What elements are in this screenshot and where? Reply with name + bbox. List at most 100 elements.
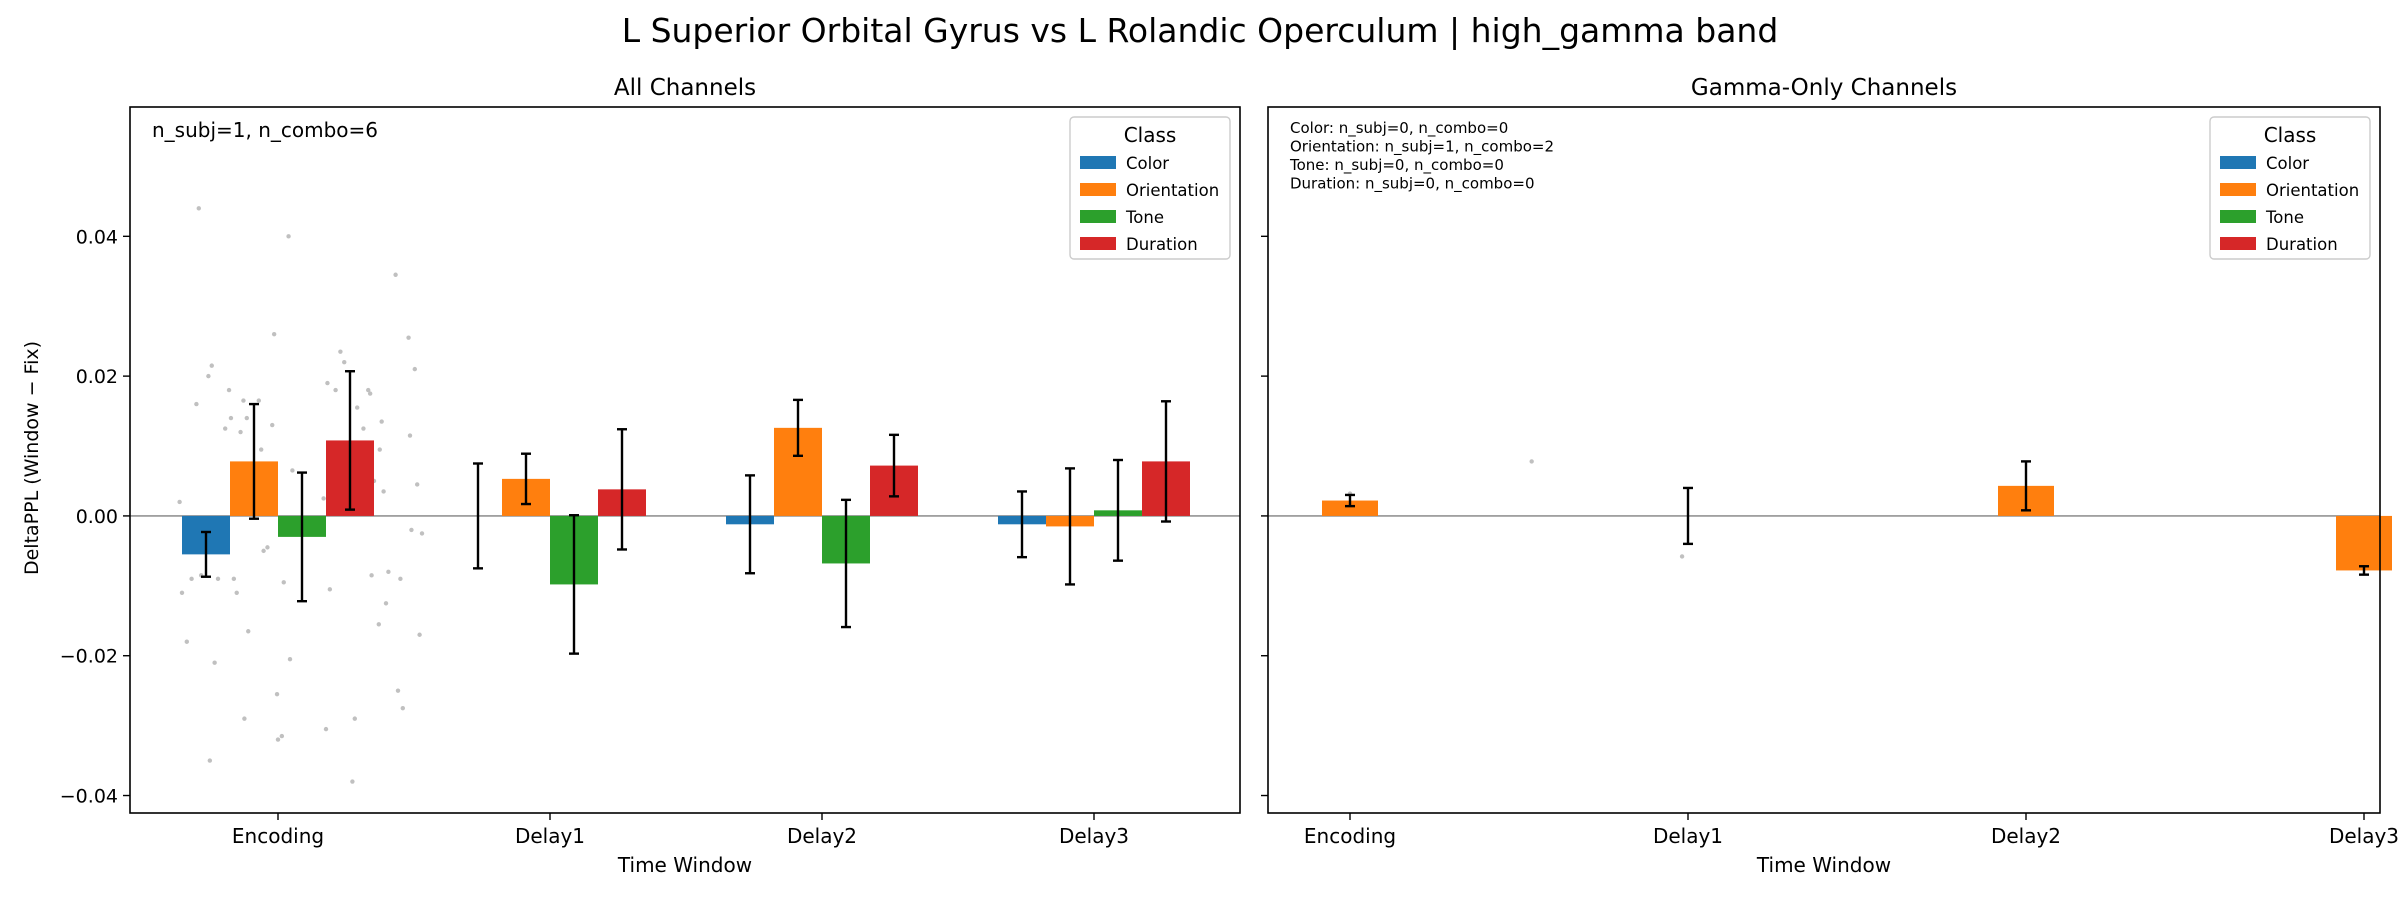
legend-label: Duration xyxy=(2266,235,2338,254)
data-point xyxy=(271,331,277,337)
legend-swatch-tone xyxy=(2220,210,2256,223)
data-point xyxy=(321,496,326,501)
data-point xyxy=(287,657,293,662)
data-point xyxy=(261,548,266,554)
legend-label: Color xyxy=(2266,154,2309,173)
x-tick-label: Delay1 xyxy=(1653,824,1723,848)
legend-box xyxy=(2209,116,2371,260)
data-point xyxy=(189,576,194,582)
x-tick-label: Delay1 xyxy=(515,824,585,848)
data-point xyxy=(367,391,373,396)
plot-frame xyxy=(1267,106,2381,814)
panel-annotation: Orientation: n_subj=1, n_combo=2 xyxy=(1290,138,1554,157)
y-tick-label: −0.04 xyxy=(60,786,118,808)
data-point xyxy=(228,415,234,421)
data-point xyxy=(369,573,374,578)
data-point xyxy=(242,716,247,721)
data-point xyxy=(290,468,295,473)
legend-label: Tone xyxy=(1125,208,1164,227)
x-axis-label: Time Window xyxy=(1756,853,1891,877)
data-point xyxy=(286,234,291,239)
data-point xyxy=(338,349,343,354)
data-point xyxy=(196,206,201,211)
y-tick-label: −0.02 xyxy=(60,646,118,668)
data-point xyxy=(223,426,228,431)
data-point xyxy=(234,590,239,596)
data-point xyxy=(381,489,386,494)
legend-label: Tone xyxy=(2265,208,2304,227)
data-point xyxy=(393,272,398,277)
legend-swatch-orientation xyxy=(2220,183,2256,196)
data-point xyxy=(241,398,246,403)
legend: Class Color Orientation Tone Duration xyxy=(1069,116,1231,260)
data-point xyxy=(325,380,330,386)
data-point xyxy=(256,398,261,403)
panel-all-channels: All Channels −0.04 −0.02 0.00 0.02 0.04 Encodi… xyxy=(60,75,1241,877)
data-point xyxy=(350,779,355,784)
data-point xyxy=(281,580,286,585)
legend-swatch-color xyxy=(2220,156,2256,169)
data-point xyxy=(215,576,221,582)
data-point xyxy=(226,387,232,393)
data-point xyxy=(379,419,384,424)
panel-annotation: Tone: n_subj=0, n_combo=0 xyxy=(1289,156,1504,175)
y-tick-label: 0.04 xyxy=(76,226,118,248)
data-point xyxy=(179,590,185,596)
legend: Class Color Orientation Tone Duration xyxy=(2209,116,2371,260)
data-point xyxy=(366,387,371,393)
data-point xyxy=(327,587,333,592)
legend-title: Class xyxy=(2264,123,2317,147)
data-point xyxy=(400,705,405,711)
data-point xyxy=(238,429,243,435)
data-point xyxy=(209,363,214,368)
x-tick-label: Delay2 xyxy=(787,824,857,848)
legend-label: Duration xyxy=(1126,235,1198,254)
data-point xyxy=(184,639,189,644)
x-tick-label: Encoding xyxy=(1304,824,1396,848)
x-tick-label: Delay3 xyxy=(1059,824,1129,848)
panel-annotation: Duration: n_subj=0, n_combo=0 xyxy=(1290,175,1535,194)
legend-swatch-duration xyxy=(2220,237,2256,250)
legend-swatch-orientation xyxy=(1080,183,1116,196)
legend-swatch-color xyxy=(1080,156,1116,169)
x-tick-label: Delay2 xyxy=(1991,824,2061,848)
panel-annotation: n_subj=1, n_combo=6 xyxy=(152,118,378,142)
data-point xyxy=(244,415,249,421)
y-tick-label: 0.00 xyxy=(76,506,118,528)
bar-orientation xyxy=(2336,515,2392,571)
data-point xyxy=(212,660,217,665)
data-point xyxy=(1679,554,1685,559)
legend-box xyxy=(1069,116,1231,260)
data-point xyxy=(1529,459,1534,464)
x-tick-label: Delay3 xyxy=(2329,824,2399,848)
data-point xyxy=(275,737,281,742)
plot-frame xyxy=(129,106,1241,814)
data-point xyxy=(279,733,285,739)
x-axis-label: Time Window xyxy=(617,853,752,877)
data-point xyxy=(207,758,213,763)
legend-label: Color xyxy=(1126,154,1169,173)
data-point xyxy=(383,601,389,606)
data-point xyxy=(407,433,413,438)
data-point xyxy=(412,366,417,372)
data-point xyxy=(352,716,357,721)
data-point xyxy=(259,447,264,452)
data-point xyxy=(274,691,280,697)
panel-annotation: Color: n_subj=0, n_combo=0 xyxy=(1290,119,1508,138)
data-point xyxy=(386,569,391,575)
legend-label: Orientation xyxy=(1126,181,1219,200)
y-tick-label: 0.02 xyxy=(76,366,118,388)
data-point xyxy=(398,576,403,582)
x-tick-label: Encoding xyxy=(232,824,324,848)
data-point xyxy=(265,545,270,550)
data-point xyxy=(376,622,381,627)
data-point xyxy=(194,401,199,407)
data-point xyxy=(361,426,366,431)
legend-swatch-tone xyxy=(1080,210,1116,223)
figure-title: L Superior Orbital Gyrus vs L Rolandic O… xyxy=(622,11,1779,50)
data-point xyxy=(419,531,425,536)
data-point xyxy=(246,629,251,634)
data-point xyxy=(417,632,422,637)
data-point xyxy=(177,499,182,505)
